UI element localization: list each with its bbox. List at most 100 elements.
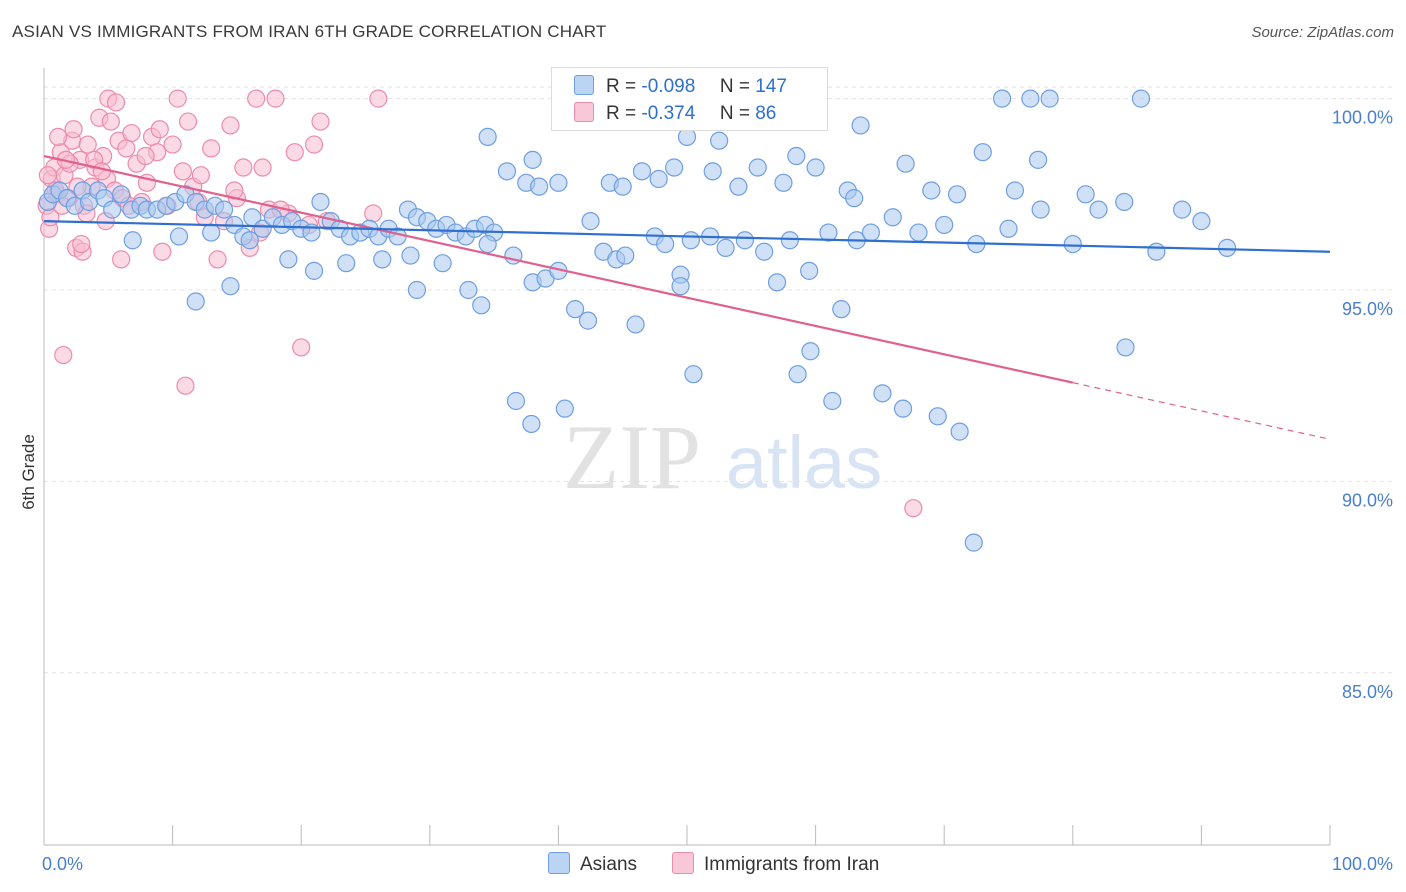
asians-point (214, 200, 234, 219)
asians-point (530, 177, 549, 196)
asians-point (964, 533, 983, 552)
iran-point (92, 162, 111, 181)
asians-point (873, 384, 892, 403)
asians-point (1147, 242, 1166, 261)
asians-point (613, 177, 632, 196)
asians-point (788, 365, 807, 384)
iran-point (168, 89, 187, 108)
trend-lines (43, 154, 1331, 440)
iran-swatch (574, 102, 594, 122)
iran-point (136, 146, 155, 166)
asians-point (626, 315, 645, 334)
asians-point (1218, 238, 1237, 257)
asians-point (581, 212, 600, 231)
asians-point (774, 173, 793, 192)
asians-point (506, 391, 526, 411)
iran-r-label: R = (606, 103, 637, 124)
iran-point (364, 204, 383, 223)
asians-point (935, 215, 954, 235)
asians-point (1192, 212, 1211, 231)
iran-trend-extension (1072, 382, 1331, 440)
asians-point (973, 143, 992, 162)
iran-n-label: N = (719, 103, 750, 124)
asians-point (337, 254, 356, 273)
series-asians-points (38, 89, 1237, 552)
asians-point (767, 273, 787, 292)
asians-point (433, 254, 452, 273)
asians-point (1131, 89, 1151, 108)
asians-point (665, 158, 684, 177)
asians-point (748, 158, 767, 177)
asians-point (1063, 234, 1082, 254)
asians-point (806, 158, 825, 177)
iran-point (191, 166, 210, 185)
asians-point (649, 169, 668, 189)
iran-point (208, 250, 227, 269)
asians-point (832, 300, 851, 319)
iran-point (904, 499, 923, 518)
asians-point (671, 277, 690, 296)
asians-r-value: -0.098 (641, 76, 696, 97)
asians-point (497, 162, 517, 181)
asians-point (909, 223, 928, 242)
asians-point (578, 311, 598, 330)
asians-point (616, 246, 635, 265)
asians-point (478, 234, 497, 254)
asians-point (304, 261, 324, 280)
asians-point (801, 342, 820, 361)
asians-point (819, 223, 838, 242)
source-label: Source: ZipAtlas.com (1251, 24, 1394, 41)
asians-point (459, 280, 478, 300)
asians-point (240, 231, 259, 250)
stats-legend: R = -0.098 N = 147 R = -0.374 N = 86 (551, 67, 828, 131)
iran-point (106, 93, 126, 112)
y-tick-label: 90.0% (1342, 490, 1393, 510)
asians-point (851, 116, 870, 135)
iran-point (311, 112, 330, 131)
y-tick-label: 95.0% (1342, 299, 1393, 319)
asians-point (922, 181, 941, 200)
asians-point (1031, 200, 1050, 219)
iran-point (54, 345, 73, 365)
asians-point (729, 177, 748, 196)
asians-point (103, 200, 122, 219)
asians-point (478, 127, 497, 146)
asians-point (112, 185, 131, 204)
iran-point (150, 120, 169, 139)
iran-n-value: 86 (755, 103, 777, 124)
iran-point (117, 139, 136, 158)
legend-row-iran: R = -0.374 N = 86 (574, 102, 776, 128)
asians-point (279, 250, 298, 269)
asians-point (407, 280, 427, 300)
watermark-atlas: atlas (726, 421, 882, 504)
iran-point (163, 135, 182, 154)
iran-point (285, 143, 304, 162)
bottom-asians-swatch (548, 852, 570, 874)
legend-row-asians: R = -0.098 N = 147 (574, 75, 787, 101)
asians-point (780, 231, 799, 250)
asians-point (1116, 338, 1135, 357)
asians-point (710, 131, 729, 150)
asians-point (401, 246, 420, 265)
y-tick-label: 100.0% (1332, 108, 1393, 128)
asians-trend-line (43, 220, 1331, 253)
asians-point (1115, 192, 1134, 212)
asians-point (253, 219, 272, 238)
iran-point (101, 112, 120, 131)
iran-point (202, 139, 221, 158)
x-tick-label-min: 0.0% (42, 854, 83, 874)
asians-point (186, 292, 205, 311)
iran-point (369, 89, 388, 108)
iran-point (234, 158, 253, 177)
iran-point (153, 242, 172, 261)
asians-point (681, 231, 700, 250)
asians-point (1040, 89, 1059, 108)
iran-r-value: -0.374 (641, 103, 696, 124)
asians-point (950, 422, 969, 441)
asians-point (169, 227, 189, 246)
asians-point (684, 365, 703, 384)
asians-point (1021, 89, 1040, 108)
iran-point (49, 127, 68, 146)
asians-point (928, 407, 947, 426)
asians-point (523, 150, 542, 169)
